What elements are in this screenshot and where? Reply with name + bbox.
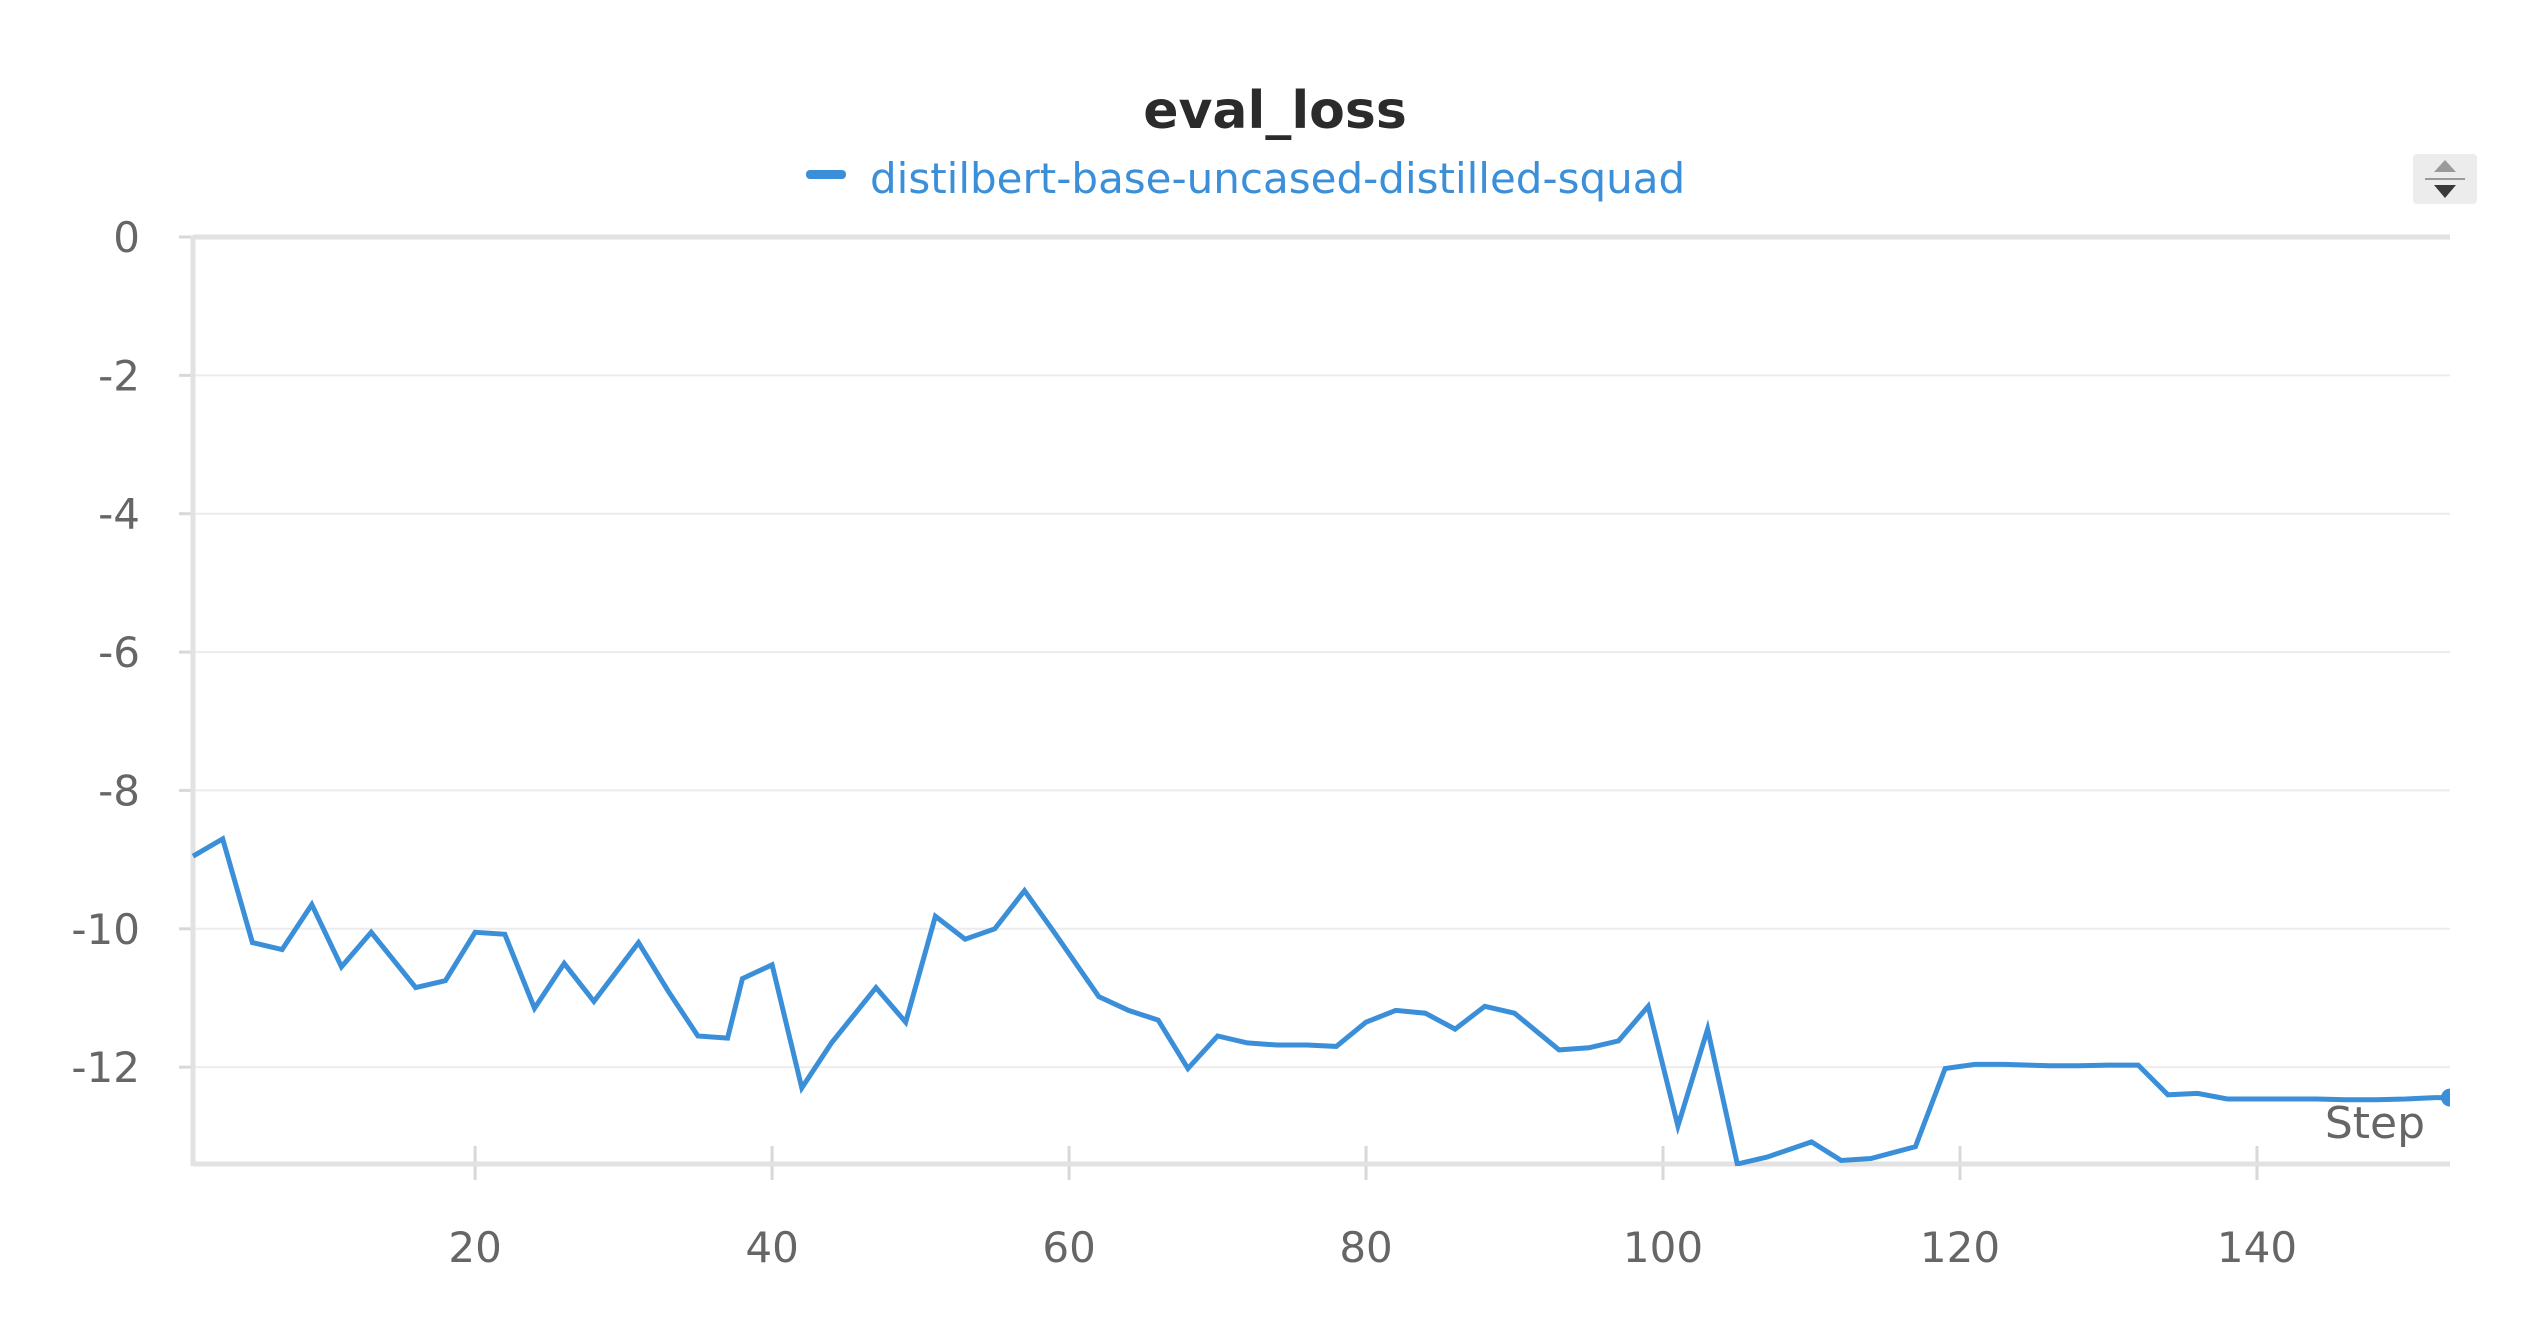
series-point[interactable]: [1422, 1010, 1428, 1016]
x-tick-label: 40: [745, 1223, 798, 1272]
legend-swatch: [806, 170, 846, 179]
series-line[interactable]: [192, 835, 2450, 1166]
series-point[interactable]: [1333, 1043, 1339, 1049]
series-point[interactable]: [873, 985, 879, 991]
series-point[interactable]: [249, 940, 255, 946]
series-point[interactable]: [1304, 1042, 1310, 1048]
series-point[interactable]: [1482, 1003, 1488, 1009]
series-point[interactable]: [442, 978, 448, 984]
series-point[interactable]: [799, 1085, 805, 1091]
series-point[interactable]: [1244, 1040, 1250, 1046]
gridlines: [193, 234, 2450, 1069]
series-point[interactable]: [1838, 1158, 1844, 1164]
series-point[interactable]: [502, 931, 508, 937]
legend[interactable]: distilbert-base-uncased-distilled-squad: [806, 154, 1685, 203]
series-point[interactable]: [1809, 1139, 1815, 1145]
series-point[interactable]: [2135, 1062, 2141, 1068]
series-point[interactable]: [2195, 1090, 2201, 1096]
series-point[interactable]: [1705, 1026, 1711, 1032]
series-point[interactable]: [2165, 1092, 2171, 1098]
y-tick-label: 0: [113, 213, 140, 262]
y-tick-label: -6: [98, 628, 140, 677]
x-axis-ticks: 20 40 60 80 100 120 140: [448, 1146, 2297, 1272]
x-tick-label: 120: [1920, 1223, 2000, 1272]
series-point[interactable]: [220, 836, 226, 842]
series-point[interactable]: [338, 964, 344, 970]
series-point[interactable]: [1512, 1010, 1518, 1016]
series-point[interactable]: [2254, 1096, 2260, 1102]
series-point[interactable]: [1556, 1047, 1562, 1053]
x-tick-label: 100: [1623, 1223, 1703, 1272]
series-point[interactable]: [1185, 1066, 1191, 1072]
series-point[interactable]: [2284, 1096, 2290, 1102]
series-point[interactable]: [1942, 1066, 1948, 1072]
series-point[interactable]: [2046, 1063, 2052, 1069]
series-point[interactable]: [635, 940, 641, 946]
series-point[interactable]: [1051, 929, 1057, 935]
y-tick-label: -12: [71, 1043, 140, 1092]
series-point[interactable]: [1868, 1155, 1874, 1161]
series-point[interactable]: [1452, 1026, 1458, 1032]
series-point[interactable]: [2313, 1096, 2319, 1102]
y-axis-ticks: 0 -2 -4 -6 -8 -10 -12: [71, 213, 193, 1092]
sort-toggle-button[interactable]: [2413, 154, 2477, 204]
series-point[interactable]: [1022, 888, 1028, 894]
series-point[interactable]: [532, 1005, 538, 1011]
y-tick-label: -2: [98, 351, 140, 400]
series-point[interactable]: [962, 936, 968, 942]
series-layer: [192, 835, 2459, 1166]
series-point[interactable]: [368, 929, 374, 935]
series-point[interactable]: [2002, 1061, 2008, 1067]
series-point[interactable]: [2076, 1063, 2082, 1069]
x-tick-label: 20: [448, 1223, 501, 1272]
x-tick-label: 60: [1042, 1223, 1095, 1272]
series-point[interactable]: [932, 913, 938, 919]
sort-toggle-icon: [2425, 160, 2465, 198]
series-point[interactable]: [472, 929, 478, 935]
series-point[interactable]: [279, 947, 285, 953]
series-point[interactable]: [739, 976, 745, 982]
series-point[interactable]: [992, 926, 998, 932]
x-tick-label: 140: [2217, 1223, 2297, 1272]
x-axis-label: Step: [2325, 1098, 2425, 1149]
y-tick-label: -10: [71, 905, 140, 954]
series-point[interactable]: [1363, 1019, 1369, 1025]
series-point[interactable]: [561, 960, 567, 966]
series-point[interactable]: [1393, 1007, 1399, 1013]
series-point[interactable]: [591, 998, 597, 1004]
series-point[interactable]: [309, 902, 315, 908]
series-point[interactable]: [2105, 1062, 2111, 1068]
series-point[interactable]: [828, 1040, 834, 1046]
series-point[interactable]: [725, 1035, 731, 1041]
series-point[interactable]: [695, 1033, 701, 1039]
series-point[interactable]: [1215, 1033, 1221, 1039]
series-point[interactable]: [1764, 1154, 1770, 1160]
series-point[interactable]: [413, 985, 419, 991]
series-point[interactable]: [903, 1019, 909, 1025]
series-point[interactable]: [1675, 1123, 1681, 1129]
series-point[interactable]: [1912, 1144, 1918, 1150]
legend-label[interactable]: distilbert-base-uncased-distilled-squad: [870, 154, 1685, 203]
x-tick-label: 80: [1339, 1223, 1392, 1272]
series-point[interactable]: [1274, 1042, 1280, 1048]
series-point[interactable]: [2432, 1095, 2438, 1101]
series-point[interactable]: [1096, 994, 1102, 1000]
series-point[interactable]: [1645, 1003, 1651, 1009]
series-point[interactable]: [2224, 1096, 2230, 1102]
series-point[interactable]: [1615, 1038, 1621, 1044]
series-point[interactable]: [1155, 1017, 1161, 1023]
series-point[interactable]: [1125, 1007, 1131, 1013]
series-point[interactable]: [769, 962, 775, 968]
series-point[interactable]: [1972, 1061, 1978, 1067]
chart-title: eval_loss: [1143, 81, 1407, 141]
series-endpoint[interactable]: [2441, 1088, 2459, 1107]
series-point[interactable]: [665, 988, 671, 994]
y-tick-label: -4: [98, 490, 140, 539]
series-point[interactable]: [1586, 1045, 1592, 1051]
y-tick-label: -8: [98, 766, 140, 815]
